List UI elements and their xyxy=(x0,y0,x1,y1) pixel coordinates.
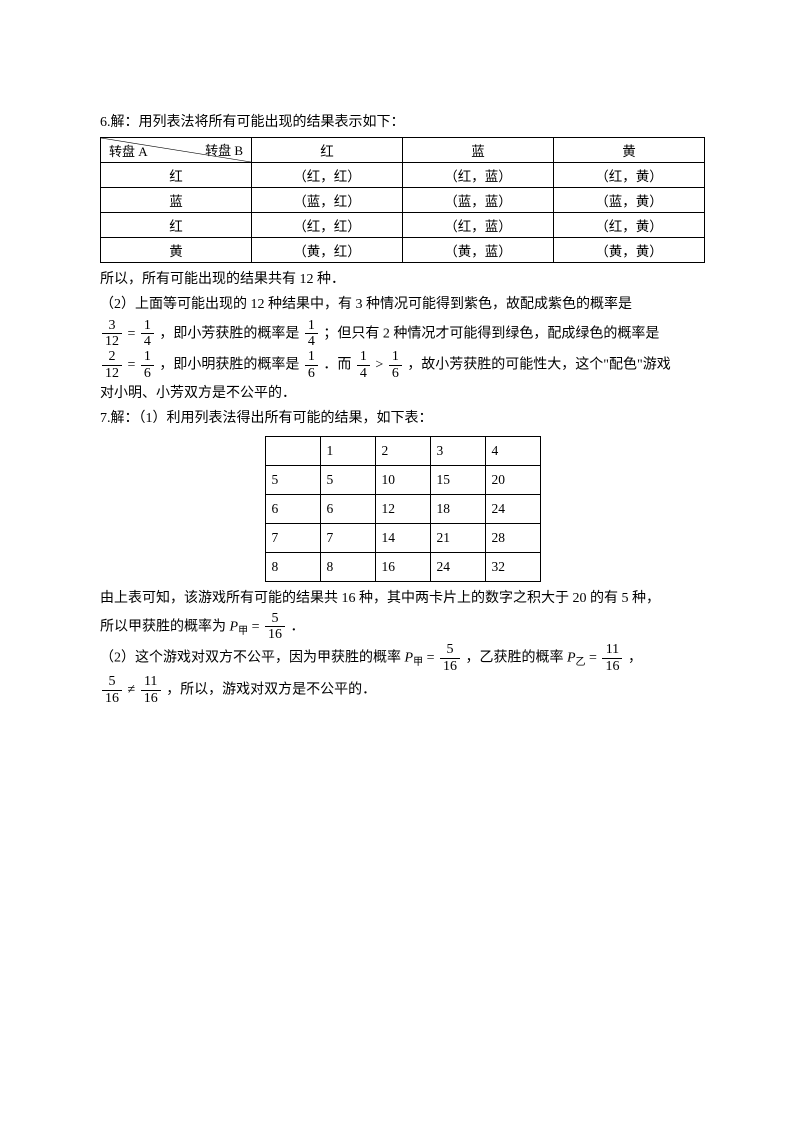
corner-top: 转盘 B xyxy=(205,140,243,159)
q7-l4: 516 ≠ 1116 ，所以，游戏对双方是不公平的． xyxy=(100,674,705,706)
q7-table: 1234 55101520 66121824 77142128 88162432 xyxy=(265,436,541,582)
q6-math2: 212 = 16 ，即小明获胜的概率是 16 ．而 14 > 16 ，故小芳获胜… xyxy=(100,349,705,381)
q6-math1: 312 = 14 ，即小芳获胜的概率是 14 ；但只有 2 种情况才可能得到绿色… xyxy=(100,318,705,350)
table-row: 红（红，红）（红，蓝）（红，黄） xyxy=(101,213,705,238)
q6-table: 转盘 B 转盘 A 红 蓝 黄 红（红，红）（红，蓝）（红，黄） 蓝（蓝，红）（… xyxy=(100,137,705,263)
table-row: 蓝（蓝，红）（蓝，蓝）（蓝，黄） xyxy=(101,188,705,213)
col-h: 黄 xyxy=(554,138,705,163)
corner-bot: 转盘 A xyxy=(109,141,148,160)
col-h: 蓝 xyxy=(403,138,554,163)
q7-intro: 7.解：（1）利用列表法得出所有可能的结果，如下表： xyxy=(100,406,705,431)
q6-after2: （2）上面等可能出现的 12 种结果中，有 3 种情况可能得到紫色，故配成紫色的… xyxy=(100,292,705,317)
q7-l3: （2）这个游戏对双方不公平，因为甲获胜的概率 P甲 = 516 ，乙获胜的概率 … xyxy=(100,642,705,674)
col-h: 红 xyxy=(252,138,403,163)
table-corner: 转盘 B 转盘 A xyxy=(101,138,252,163)
q7-after1: 由上表可知，该游戏所有可能的结果共 16 种，其中两卡片上的数字之积大于 20 … xyxy=(100,586,705,611)
table-row: 红（红，红）（红，蓝）（红，黄） xyxy=(101,163,705,188)
q6-after1: 所以，所有可能出现的结果共有 12 种． xyxy=(100,267,705,292)
q7-l2: 所以甲获胜的概率为 P甲 = 516 ． xyxy=(100,611,705,643)
q6-intro: 6.解：用列表法将所有可能出现的结果表示如下： xyxy=(100,110,705,135)
q6-t6: 对小明、小芳双方是不公平的． xyxy=(100,381,705,406)
table-row: 黄（黄，红）（黄，蓝）（黄，黄） xyxy=(101,238,705,263)
